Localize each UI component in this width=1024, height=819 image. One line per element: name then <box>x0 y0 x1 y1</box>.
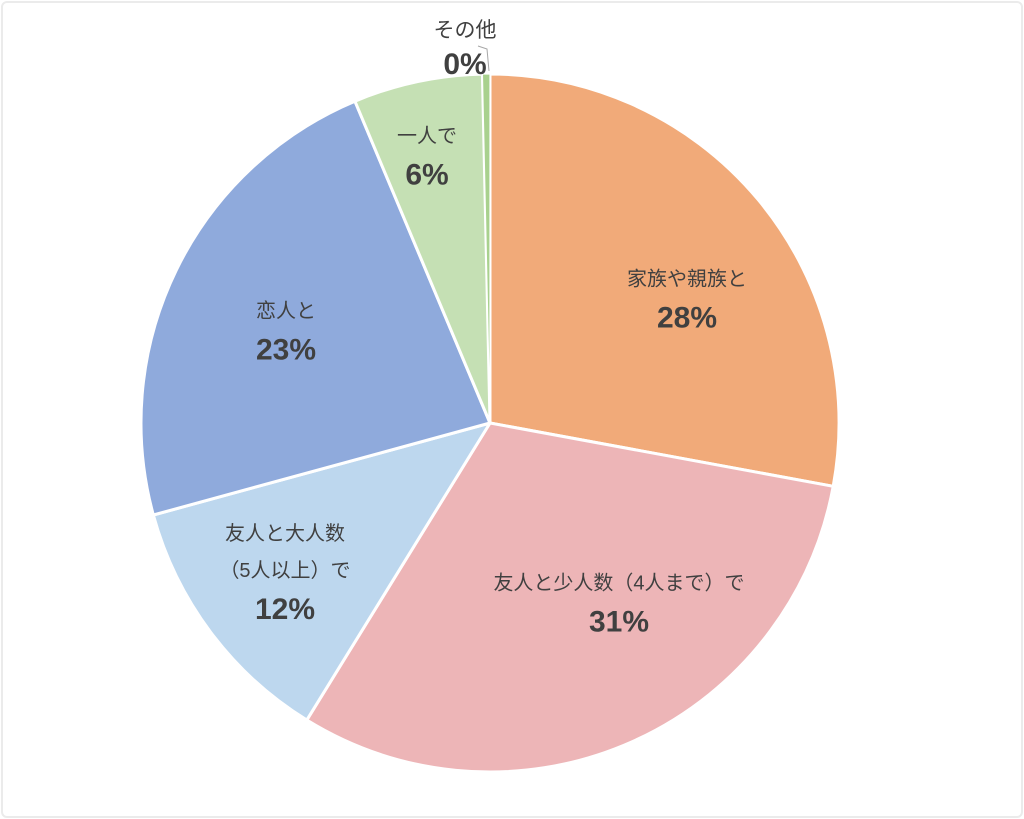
pie-slice-1 <box>305 421 835 774</box>
slice-label-3: 恋人と 23% <box>256 294 316 371</box>
slice-category-name: その他 <box>433 19 497 42</box>
pie-slice-4 <box>353 72 492 425</box>
slice-category-name: 一人で <box>397 125 457 148</box>
slice-percentage-value: 31% <box>588 605 650 639</box>
slice-percentage-value: 6% <box>405 158 449 192</box>
slice-label-1: 友人と少人数（4人まで）で 31% <box>493 566 744 643</box>
slice-label-2: 友人と大人数 （5人以上）で 12% <box>219 516 350 630</box>
slice-category-name: 家族や親族と <box>627 268 747 291</box>
slice-category-name: 友人と大人数 <box>225 523 345 545</box>
slice-category-name: 友人と少人数（4人まで）で <box>493 572 745 595</box>
pie-slice-3 <box>139 99 492 517</box>
slice-percentage-value: 23% <box>255 333 317 367</box>
slice-label-0: 家族や親族と 28% <box>627 262 747 339</box>
slice-label-4: 一人で 6% <box>397 119 457 196</box>
slice-percentage-value: 12% <box>254 593 316 626</box>
slice-percentage-value: 0% <box>443 48 487 81</box>
pie-slice-0 <box>488 72 841 488</box>
slice-percentage-value: 28% <box>656 301 718 335</box>
slice-category-name: （5人以上）で <box>219 560 351 582</box>
pie-slice-2 <box>151 421 492 722</box>
slice-label-5: その他 0% <box>434 14 497 82</box>
other-slice-leader-line <box>477 45 490 72</box>
pie-slice-5 <box>481 73 491 424</box>
slice-category-name: 恋人と <box>255 300 316 323</box>
